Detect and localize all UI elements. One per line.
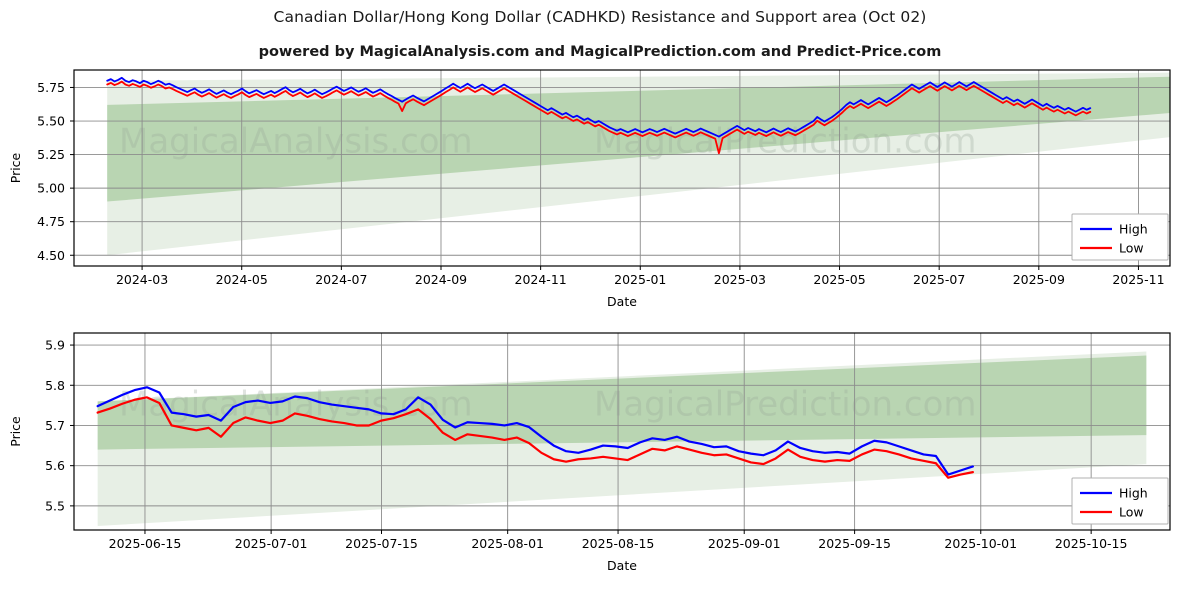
inner-support-resistance-band xyxy=(107,76,1170,202)
long-term-chart-svg: MagicalAnalysis.com MagicalPrediction.com… xyxy=(8,69,1171,309)
x-axis-tick-label: 2024-11 xyxy=(515,272,567,287)
x-axis-tick-label: 2025-03 xyxy=(714,272,766,287)
legend-entry-high-label: High xyxy=(1119,222,1148,237)
x-axis-tick-label: 2025-09 xyxy=(1013,272,1065,287)
legend-entry-low-label: Low xyxy=(1119,505,1144,520)
x-axis-tick-label: 2025-06-15 xyxy=(109,536,182,551)
x-axis-tick-label: 2024-07 xyxy=(315,272,367,287)
x-axis-tick-label: 2025-11 xyxy=(1112,272,1164,287)
short-term-chart-svg: MagicalAnalysis.com MagicalPrediction.com… xyxy=(8,332,1171,573)
x-axis-tick-label: 2025-09-01 xyxy=(708,536,781,551)
plot-frame xyxy=(73,332,1171,531)
y-axis-tick-label: 5.5 xyxy=(45,498,65,513)
series-line-high xyxy=(106,76,1092,138)
x-axis-tick-label: 2025-08-01 xyxy=(471,536,544,551)
y-axis-tick-label: 5.00 xyxy=(37,181,65,196)
y-axis-tick-label: 4.50 xyxy=(37,248,65,263)
y-axis-tick-label: 5.7 xyxy=(45,418,65,433)
x-axis-tick-label: 2025-10-15 xyxy=(1055,536,1128,551)
watermark-magicalanalysis: MagicalAnalysis.com xyxy=(119,385,473,425)
series-line-low xyxy=(96,396,974,479)
x-axis-tick-label: 2025-07-01 xyxy=(235,536,308,551)
watermark-magicalanalysis: MagicalAnalysis.com xyxy=(119,121,473,161)
legend-entry-low-label: Low xyxy=(1119,241,1144,256)
y-axis-tick-label: 5.8 xyxy=(45,378,65,393)
series-line-low xyxy=(106,80,1092,155)
chart-legend[interactable]: High Low xyxy=(1071,477,1169,525)
x-axis-tick-label: 2025-07 xyxy=(913,272,965,287)
y-axis-tick-label: 5.50 xyxy=(37,114,65,129)
y-axis-tick-label: 5.6 xyxy=(45,458,65,473)
plot-frame xyxy=(73,69,1171,267)
y-axis-tick-label: 5.25 xyxy=(37,147,65,162)
x-axis-label: Date xyxy=(607,558,637,573)
page-subtitle: powered by MagicalAnalysis.com and Magic… xyxy=(258,44,942,60)
x-axis-tick-label: 2024-09 xyxy=(415,272,467,287)
legend-entry-high-label: High xyxy=(1119,486,1148,501)
chart-legend[interactable]: High Low xyxy=(1071,213,1169,261)
watermark-magicalprediction: MagicalPrediction.com xyxy=(594,121,977,161)
x-axis-tick-label: 2025-08-15 xyxy=(582,536,655,551)
x-axis-tick-label: 2025-09-15 xyxy=(818,536,891,551)
y-axis-tick-label: 4.75 xyxy=(37,214,65,229)
short-term-chart: MagicalAnalysis.com MagicalPrediction.com… xyxy=(0,325,1200,595)
series-line-high xyxy=(96,386,974,476)
long-term-chart: MagicalAnalysis.com MagicalPrediction.com… xyxy=(0,62,1200,317)
y-axis-label: Price xyxy=(8,416,23,447)
x-axis-tick-label: 2025-10-01 xyxy=(944,536,1017,551)
x-axis-label: Date xyxy=(607,294,637,309)
watermark-magicalprediction: MagicalPrediction.com xyxy=(594,385,977,425)
y-axis-label: Price xyxy=(8,152,23,183)
y-axis-tick-label: 5.75 xyxy=(37,80,65,95)
x-axis-tick-label: 2025-07-15 xyxy=(345,536,418,551)
x-axis-tick-label: 2024-03 xyxy=(116,272,168,287)
x-axis-tick-label: 2025-05 xyxy=(813,272,865,287)
page-title: Canadian Dollar/Hong Kong Dollar (CADHKD… xyxy=(273,8,927,26)
x-axis-tick-label: 2024-05 xyxy=(216,272,268,287)
y-axis-tick-label: 5.9 xyxy=(45,338,65,353)
x-axis-tick-label: 2025-01 xyxy=(614,272,666,287)
